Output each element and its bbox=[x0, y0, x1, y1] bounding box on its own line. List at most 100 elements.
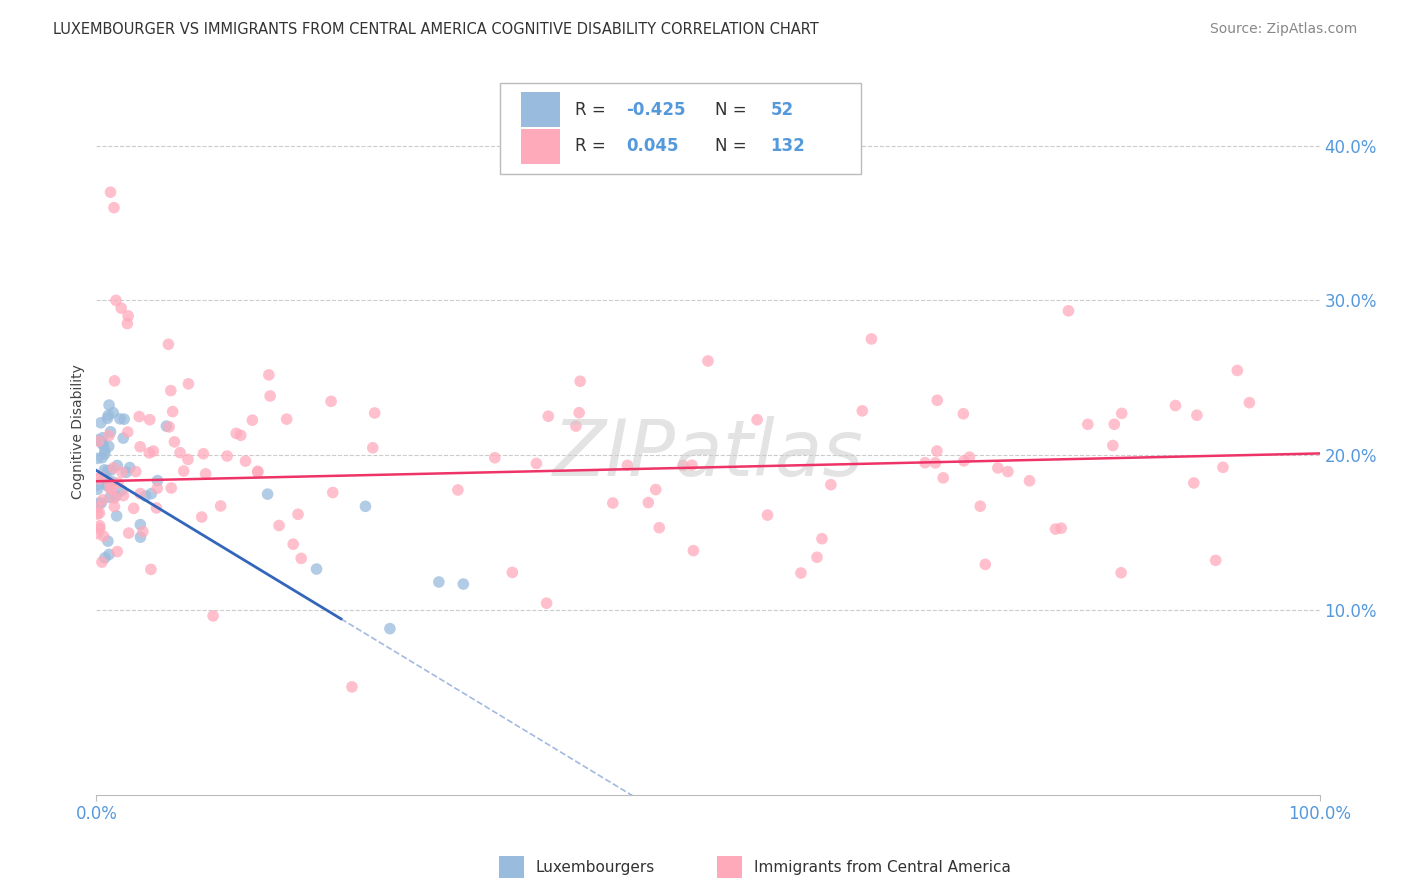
Point bbox=[953, 454, 976, 468]
Point bbox=[129, 517, 152, 532]
Point bbox=[427, 574, 450, 589]
Point bbox=[305, 562, 328, 576]
Point bbox=[98, 398, 121, 412]
Point bbox=[811, 532, 834, 546]
Point bbox=[569, 374, 592, 388]
Point bbox=[290, 551, 312, 566]
Point bbox=[101, 475, 124, 489]
Bar bbox=[717, 856, 742, 878]
Text: -0.425: -0.425 bbox=[626, 101, 686, 119]
Point bbox=[87, 496, 110, 510]
Point bbox=[115, 466, 138, 480]
Point bbox=[925, 444, 948, 458]
Point bbox=[1212, 460, 1234, 475]
Point bbox=[129, 530, 152, 544]
Point bbox=[91, 492, 114, 507]
Point bbox=[1185, 408, 1208, 422]
Point bbox=[100, 185, 122, 199]
Point bbox=[229, 428, 252, 442]
Point bbox=[1101, 438, 1123, 452]
Bar bbox=[499, 856, 524, 878]
Point bbox=[927, 393, 949, 408]
Point bbox=[111, 483, 134, 498]
Point bbox=[93, 463, 115, 477]
Text: Immigrants from Central America: Immigrants from Central America bbox=[754, 860, 1011, 874]
Point bbox=[97, 479, 120, 493]
Point bbox=[129, 440, 152, 454]
Point bbox=[103, 461, 125, 475]
Point bbox=[246, 464, 269, 478]
Point bbox=[87, 434, 110, 449]
Point bbox=[340, 680, 363, 694]
Point bbox=[132, 524, 155, 539]
Point bbox=[745, 413, 768, 427]
Point bbox=[145, 500, 167, 515]
Point bbox=[112, 412, 135, 426]
Point bbox=[117, 317, 139, 331]
Point bbox=[217, 449, 239, 463]
Point bbox=[202, 609, 225, 624]
Point bbox=[91, 431, 114, 445]
Point bbox=[378, 622, 401, 636]
Point bbox=[287, 508, 309, 522]
Point bbox=[682, 543, 704, 558]
Point bbox=[235, 454, 257, 468]
Point bbox=[103, 406, 125, 420]
Point bbox=[103, 500, 125, 514]
Point bbox=[177, 452, 200, 467]
Point bbox=[177, 376, 200, 391]
Point bbox=[86, 507, 108, 521]
Point bbox=[952, 407, 974, 421]
Point bbox=[125, 465, 148, 479]
Point bbox=[537, 409, 560, 424]
Point bbox=[93, 529, 115, 543]
Point bbox=[484, 450, 506, 465]
Point bbox=[118, 526, 141, 541]
Point bbox=[568, 406, 591, 420]
Point bbox=[142, 444, 165, 458]
Point bbox=[697, 354, 720, 368]
Point bbox=[987, 461, 1010, 475]
Point bbox=[319, 394, 342, 409]
Point bbox=[117, 309, 139, 323]
Point bbox=[94, 471, 117, 485]
Point bbox=[602, 496, 624, 510]
Point bbox=[105, 489, 128, 503]
Point bbox=[851, 404, 873, 418]
Point bbox=[565, 419, 588, 434]
Point bbox=[98, 477, 121, 491]
Point bbox=[997, 465, 1019, 479]
Point bbox=[526, 457, 548, 471]
Point bbox=[209, 499, 232, 513]
Point bbox=[90, 470, 112, 484]
Point bbox=[146, 481, 169, 495]
Point bbox=[105, 508, 128, 523]
Point bbox=[94, 443, 117, 458]
Point bbox=[98, 491, 121, 505]
Point bbox=[932, 471, 955, 485]
Point bbox=[117, 425, 139, 439]
Point bbox=[96, 477, 118, 491]
Point bbox=[225, 426, 247, 441]
Point bbox=[914, 456, 936, 470]
Point bbox=[129, 486, 152, 500]
Point bbox=[141, 486, 163, 500]
Point bbox=[97, 409, 120, 423]
Point bbox=[806, 550, 828, 565]
Point bbox=[139, 562, 162, 576]
Point bbox=[103, 491, 125, 505]
Point bbox=[107, 475, 129, 490]
Text: 0.045: 0.045 bbox=[626, 137, 679, 155]
Point bbox=[322, 485, 344, 500]
Point bbox=[974, 558, 997, 572]
Point bbox=[86, 451, 108, 466]
Point bbox=[96, 464, 118, 478]
Point bbox=[112, 431, 135, 445]
Point bbox=[97, 534, 120, 549]
Point bbox=[536, 596, 558, 610]
Point bbox=[134, 489, 156, 503]
Point bbox=[91, 438, 114, 452]
Point bbox=[957, 450, 980, 465]
Text: R =: R = bbox=[575, 101, 610, 119]
Point bbox=[103, 374, 125, 388]
